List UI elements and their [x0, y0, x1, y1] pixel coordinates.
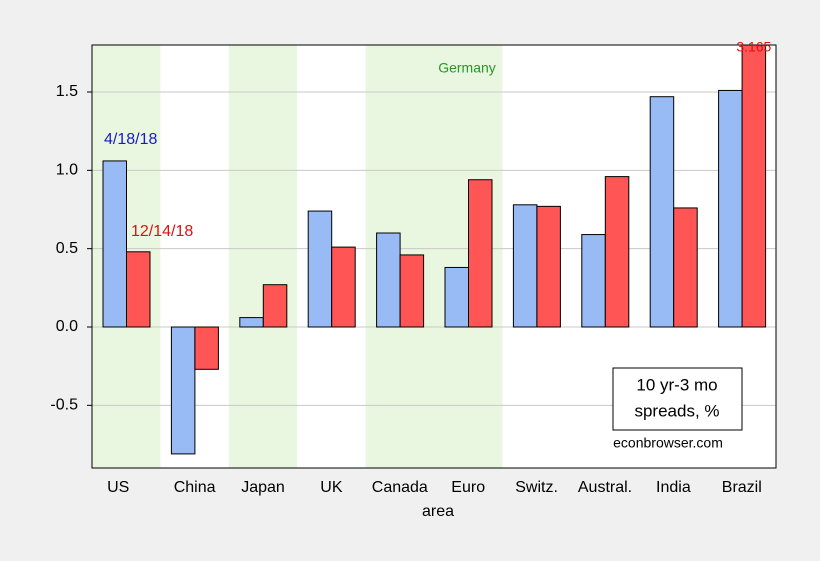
x-tick-label: Euro — [451, 479, 485, 496]
bar — [536, 205, 561, 328]
x-tick-label: UK — [320, 479, 343, 496]
bar — [376, 232, 401, 328]
bar — [718, 89, 743, 328]
series-label: 12/14/18 — [131, 223, 193, 240]
bar — [444, 266, 469, 328]
series-label: 4/18/18 — [104, 131, 157, 148]
bar — [262, 284, 288, 328]
shade-band — [228, 45, 298, 468]
bar — [307, 210, 333, 328]
y-tick-label: 1.5 — [56, 83, 78, 100]
x-tick-label: Canada — [372, 479, 428, 496]
annotation: spreads, % — [634, 401, 719, 420]
annotation: 10 yr-3 mo — [636, 375, 717, 394]
x-tick-label: India — [656, 479, 691, 496]
annotation: econbrowser.com — [613, 435, 723, 451]
data-label: 3.165 — [736, 39, 771, 55]
x-tick-label: Switz. — [515, 479, 558, 496]
plot-frame — [91, 44, 777, 469]
x-tick-label: China — [174, 479, 216, 496]
annotation: Germany — [438, 60, 496, 76]
x-tick-label: US — [107, 479, 129, 496]
bar — [604, 176, 630, 328]
bar — [399, 254, 425, 328]
bar — [239, 317, 264, 328]
x-tick-label: Austral. — [578, 479, 632, 496]
bar — [581, 234, 606, 328]
bar — [649, 96, 675, 328]
bar — [512, 204, 538, 328]
bar — [331, 246, 356, 328]
y-tick-label: 1.0 — [56, 162, 78, 179]
bar — [468, 179, 493, 328]
bar — [194, 326, 219, 370]
bar — [126, 251, 151, 328]
y-tick-label: 0.0 — [56, 318, 78, 335]
x-tick-label: Japan — [241, 479, 285, 496]
x-axis-label: area — [422, 503, 454, 520]
x-tick-label: Brazil — [722, 479, 762, 496]
bar — [673, 207, 698, 328]
y-tick-label: 0.5 — [56, 240, 78, 257]
bar — [102, 160, 127, 328]
y-tick-label: -0.5 — [50, 397, 78, 414]
bar — [741, 45, 767, 328]
text-box — [612, 367, 743, 431]
bar — [170, 326, 196, 455]
